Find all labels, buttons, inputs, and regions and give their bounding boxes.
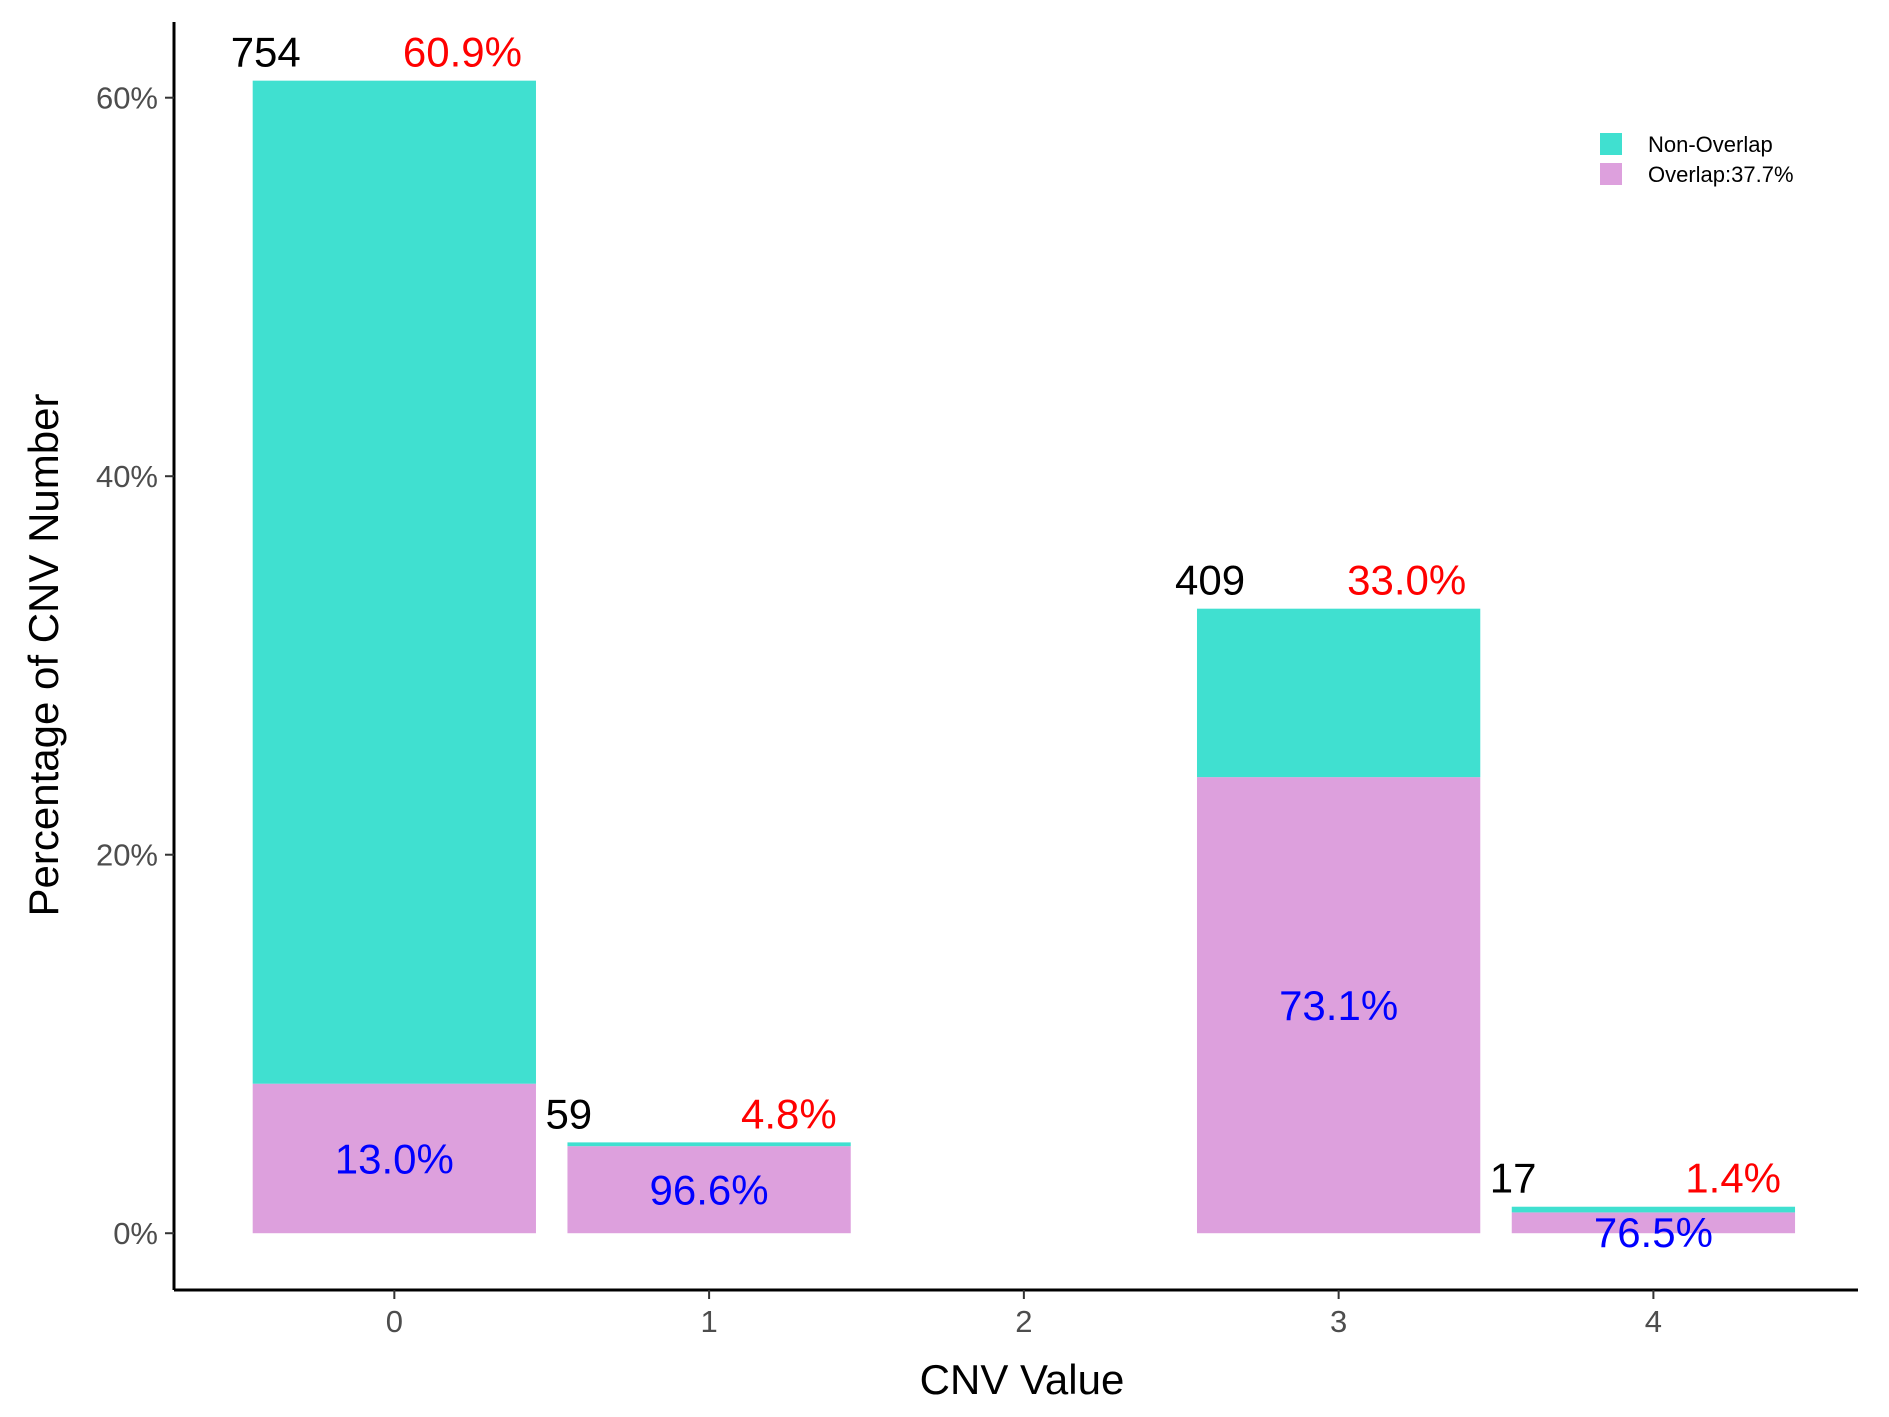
legend: Non-Overlap Overlap:37.7% bbox=[1600, 132, 1794, 187]
legend-key-0 bbox=[1600, 133, 1622, 155]
y-axis-title: Percentage of CNV Number bbox=[20, 394, 67, 917]
total-pct-label-1: 4.8% bbox=[741, 1090, 837, 1137]
y-tick-label: 0% bbox=[113, 1216, 158, 1251]
y-tick-label: 40% bbox=[96, 459, 158, 494]
bar-overlap-1 bbox=[567, 1146, 851, 1234]
x-tick-label: 0 bbox=[386, 1304, 403, 1339]
x-tick-label: 3 bbox=[1330, 1304, 1347, 1339]
count-label-3: 409 bbox=[1175, 557, 1245, 604]
overlap-pct-label-0: 13.0% bbox=[335, 1135, 454, 1182]
legend-label-0: Non-Overlap bbox=[1648, 132, 1773, 157]
count-label-1: 59 bbox=[545, 1090, 592, 1137]
bars-layer bbox=[252, 80, 1796, 1234]
count-label-4: 17 bbox=[1490, 1155, 1537, 1202]
y-tick-label: 60% bbox=[96, 81, 158, 116]
x-tick-label: 2 bbox=[1015, 1304, 1032, 1339]
bar-overlap-4 bbox=[1511, 1212, 1796, 1234]
legend-label-1: Overlap:37.7% bbox=[1648, 162, 1794, 187]
x-axis-title: CNV Value bbox=[920, 1356, 1125, 1403]
bar-labels-layer: 754 60.9% 13.0% 59 4.8% 96.6% 409 33.0% 73.1% 17 1… bbox=[231, 29, 1781, 1257]
y-tick-label: 20% bbox=[96, 838, 158, 873]
total-pct-label-0: 60.9% bbox=[403, 29, 522, 76]
bar-overlap-0 bbox=[252, 1083, 536, 1234]
bar-non-overlap-4 bbox=[1511, 1206, 1796, 1213]
bar-non-overlap-3 bbox=[1196, 608, 1481, 778]
overlap-pct-label-3: 73.1% bbox=[1279, 982, 1398, 1029]
overlap-pct-label-1: 96.6% bbox=[650, 1167, 769, 1214]
y-ticks: 0% 20% 40% 60% bbox=[96, 81, 174, 1251]
x-ticks: 0 1 2 3 4 bbox=[386, 1290, 1662, 1339]
x-tick-label: 1 bbox=[700, 1304, 717, 1339]
total-pct-label-3: 33.0% bbox=[1347, 557, 1466, 604]
overlap-pct-label-4: 76.5% bbox=[1594, 1209, 1713, 1256]
total-pct-label-4: 1.4% bbox=[1685, 1155, 1781, 1202]
x-tick-label: 4 bbox=[1645, 1304, 1662, 1339]
legend-key-1 bbox=[1600, 163, 1622, 185]
bar-non-overlap-0 bbox=[252, 80, 536, 1084]
bar-non-overlap-1 bbox=[567, 1142, 851, 1147]
bar-overlap-3 bbox=[1196, 777, 1481, 1234]
count-label-0: 754 bbox=[231, 29, 301, 76]
